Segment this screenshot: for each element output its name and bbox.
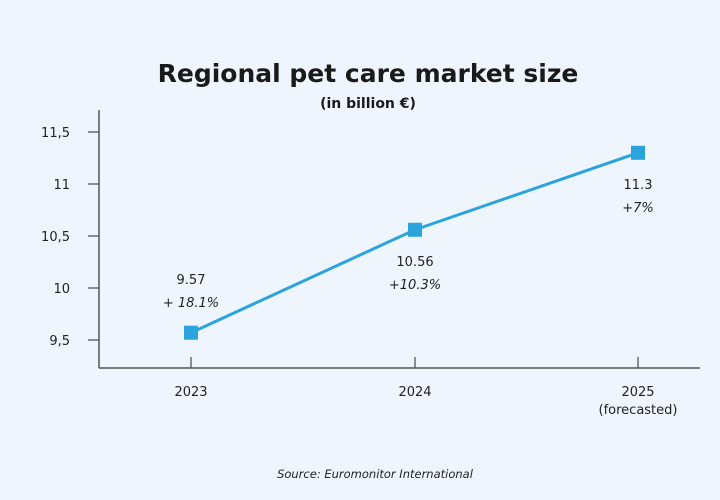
chart-subtitle: (in billion €) [320, 96, 416, 112]
y-tick-label: 11 [53, 178, 70, 193]
chart-title: Regional pet care market size [158, 59, 579, 88]
growth-label: +7% [622, 201, 654, 216]
data-label: 9.57 [177, 273, 206, 288]
y-tick-label: 11,5 [41, 126, 70, 141]
x-tick-label: 2023 [174, 385, 207, 400]
x-tick-label: 2025 [621, 385, 654, 400]
data-point-marker [408, 222, 422, 237]
growth-label: + 18.1% [163, 296, 219, 311]
source-note: Source: Euromonitor International [277, 467, 474, 481]
y-tick-label: 9,5 [49, 334, 70, 349]
x-tick-sublabel: (forecasted) [599, 403, 678, 418]
data-point-marker [184, 325, 198, 340]
y-tick-label: 10,5 [41, 230, 70, 245]
growth-label: +10.3% [389, 278, 441, 293]
y-tick-label: 10 [53, 282, 70, 297]
series-line [190, 151, 639, 335]
data-label: 11.3 [624, 178, 653, 193]
data-label: 10.56 [396, 255, 433, 270]
x-tick-label: 2024 [398, 385, 431, 400]
data-point-marker [631, 145, 645, 160]
